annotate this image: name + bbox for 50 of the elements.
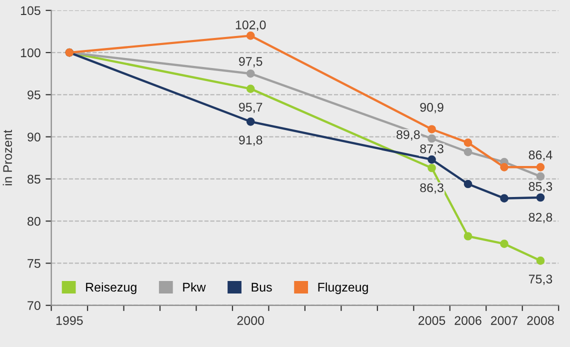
data-label: 75,3	[528, 274, 552, 285]
legend-label: Bus	[252, 282, 272, 292]
x-tick-label: 2005	[418, 316, 446, 325]
point	[246, 69, 255, 78]
point	[500, 194, 508, 202]
point	[428, 125, 436, 134]
data-label: 90,9	[420, 102, 444, 114]
point	[246, 84, 255, 93]
y-axis-title: in Prozent	[2, 130, 12, 186]
x-tick-label: 2008	[527, 316, 554, 325]
point	[246, 117, 255, 126]
data-label: 95,7	[239, 102, 262, 114]
point	[500, 162, 508, 172]
data-label: 102,0	[236, 20, 266, 31]
point	[500, 240, 508, 248]
y-tick-label: 90	[28, 132, 40, 142]
legend-label: Reisezug	[86, 282, 136, 294]
point	[536, 256, 545, 265]
x-tick-label: 2000	[237, 316, 264, 325]
x-tick-label: 2006	[454, 316, 482, 325]
point	[464, 148, 472, 156]
data-label: 87,3	[420, 144, 444, 155]
point	[536, 162, 545, 172]
y-tick-label: 100	[20, 48, 40, 58]
data-label: 89,8	[396, 130, 420, 141]
point	[428, 164, 436, 172]
data-label: 82,8	[528, 212, 552, 224]
data-label: 91,8	[239, 136, 262, 146]
data-label: 86,3	[420, 183, 444, 194]
legend-label: Flugzeug	[318, 282, 368, 294]
data-label: 97,5	[239, 57, 262, 68]
point	[428, 134, 436, 143]
y-tick-label: 70	[28, 301, 40, 310]
point	[428, 155, 436, 164]
point	[464, 232, 472, 240]
y-tick-label: 95	[28, 90, 40, 100]
point	[536, 193, 545, 202]
y-tick-label: 85	[28, 174, 40, 184]
point	[246, 32, 255, 40]
x-tick-label: 2007	[490, 316, 518, 325]
y-tick-label: 80	[28, 216, 40, 226]
data-label: 86,4	[528, 150, 552, 161]
x-tick-label: 1995	[56, 316, 83, 325]
y-tick-label: 105	[20, 6, 40, 16]
data-label: 85,3	[528, 182, 552, 192]
y-tick-label: 75	[28, 259, 40, 268]
legend-label: Pkw	[183, 282, 206, 292]
point	[464, 180, 472, 188]
point	[464, 138, 472, 147]
point	[536, 172, 545, 181]
